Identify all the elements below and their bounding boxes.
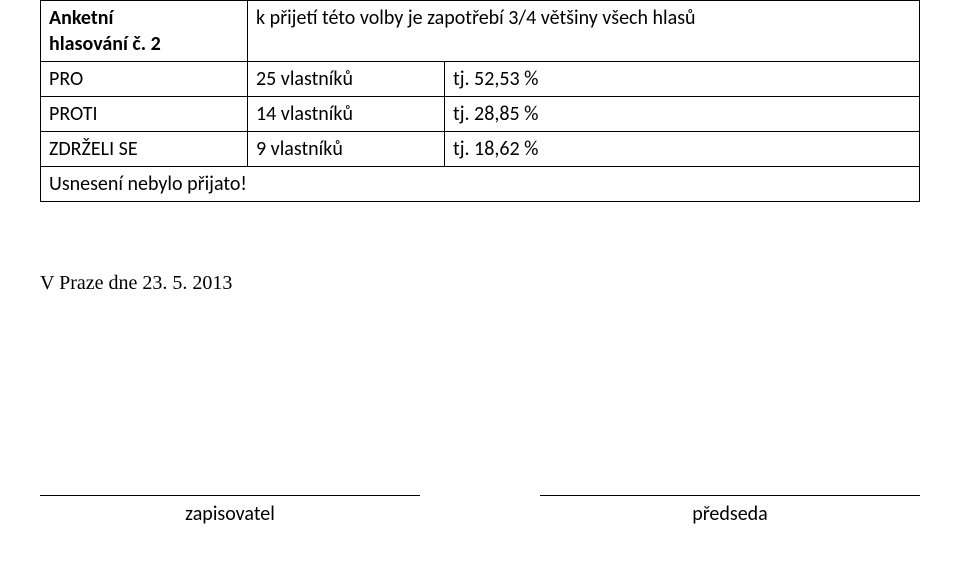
count-zdrzeli: 9 vlastníků	[248, 132, 445, 167]
table-row-result: Usnesení nebylo přijato!	[41, 167, 920, 202]
signature-line-right	[540, 495, 920, 496]
vote-requirement-cell: k přijetí této volby je zapotřebí 3/4 vě…	[248, 1, 920, 62]
label-pro: PRO	[41, 62, 248, 97]
result-text: Usnesení nebylo přijato!	[41, 167, 920, 202]
signature-left: zapisovatel	[40, 495, 420, 526]
table-row-header: Anketní hlasování č. 2 k přijetí této vo…	[41, 1, 920, 62]
pct-zdrzeli: tj. 18,62 %	[445, 132, 920, 167]
signature-label-left: zapisovatel	[185, 502, 275, 526]
date-line: V Praze dne 23. 5. 2013	[40, 272, 920, 295]
vote-table: Anketní hlasování č. 2 k přijetí této vo…	[40, 0, 920, 202]
label-proti: PROTI	[41, 97, 248, 132]
vote-title-line2: hlasování č. 2	[49, 32, 161, 56]
count-proti: 14 vlastníků	[248, 97, 445, 132]
table-row-pro: PRO 25 vlastníků tj. 52,53 %	[41, 62, 920, 97]
signature-line-left	[40, 495, 420, 496]
table-row-zdrzeli: ZDRŽELI SE 9 vlastníků tj. 18,62 %	[41, 132, 920, 167]
count-pro: 25 vlastníků	[248, 62, 445, 97]
table-row-proti: PROTI 14 vlastníků tj. 28,85 %	[41, 97, 920, 132]
signature-right: předseda	[540, 495, 920, 526]
vote-requirement-text: k přijetí této volby je zapotřebí 3/4 vě…	[256, 6, 696, 30]
vote-title-line1: Anketní	[49, 6, 113, 30]
pct-pro: tj. 52,53 %	[445, 62, 920, 97]
label-zdrzeli: ZDRŽELI SE	[41, 132, 248, 167]
vote-title-cell: Anketní hlasování č. 2	[41, 1, 248, 62]
pct-proti: tj. 28,85 %	[445, 97, 920, 132]
signature-row: zapisovatel předseda	[40, 495, 920, 526]
signature-label-right: předseda	[692, 502, 768, 526]
